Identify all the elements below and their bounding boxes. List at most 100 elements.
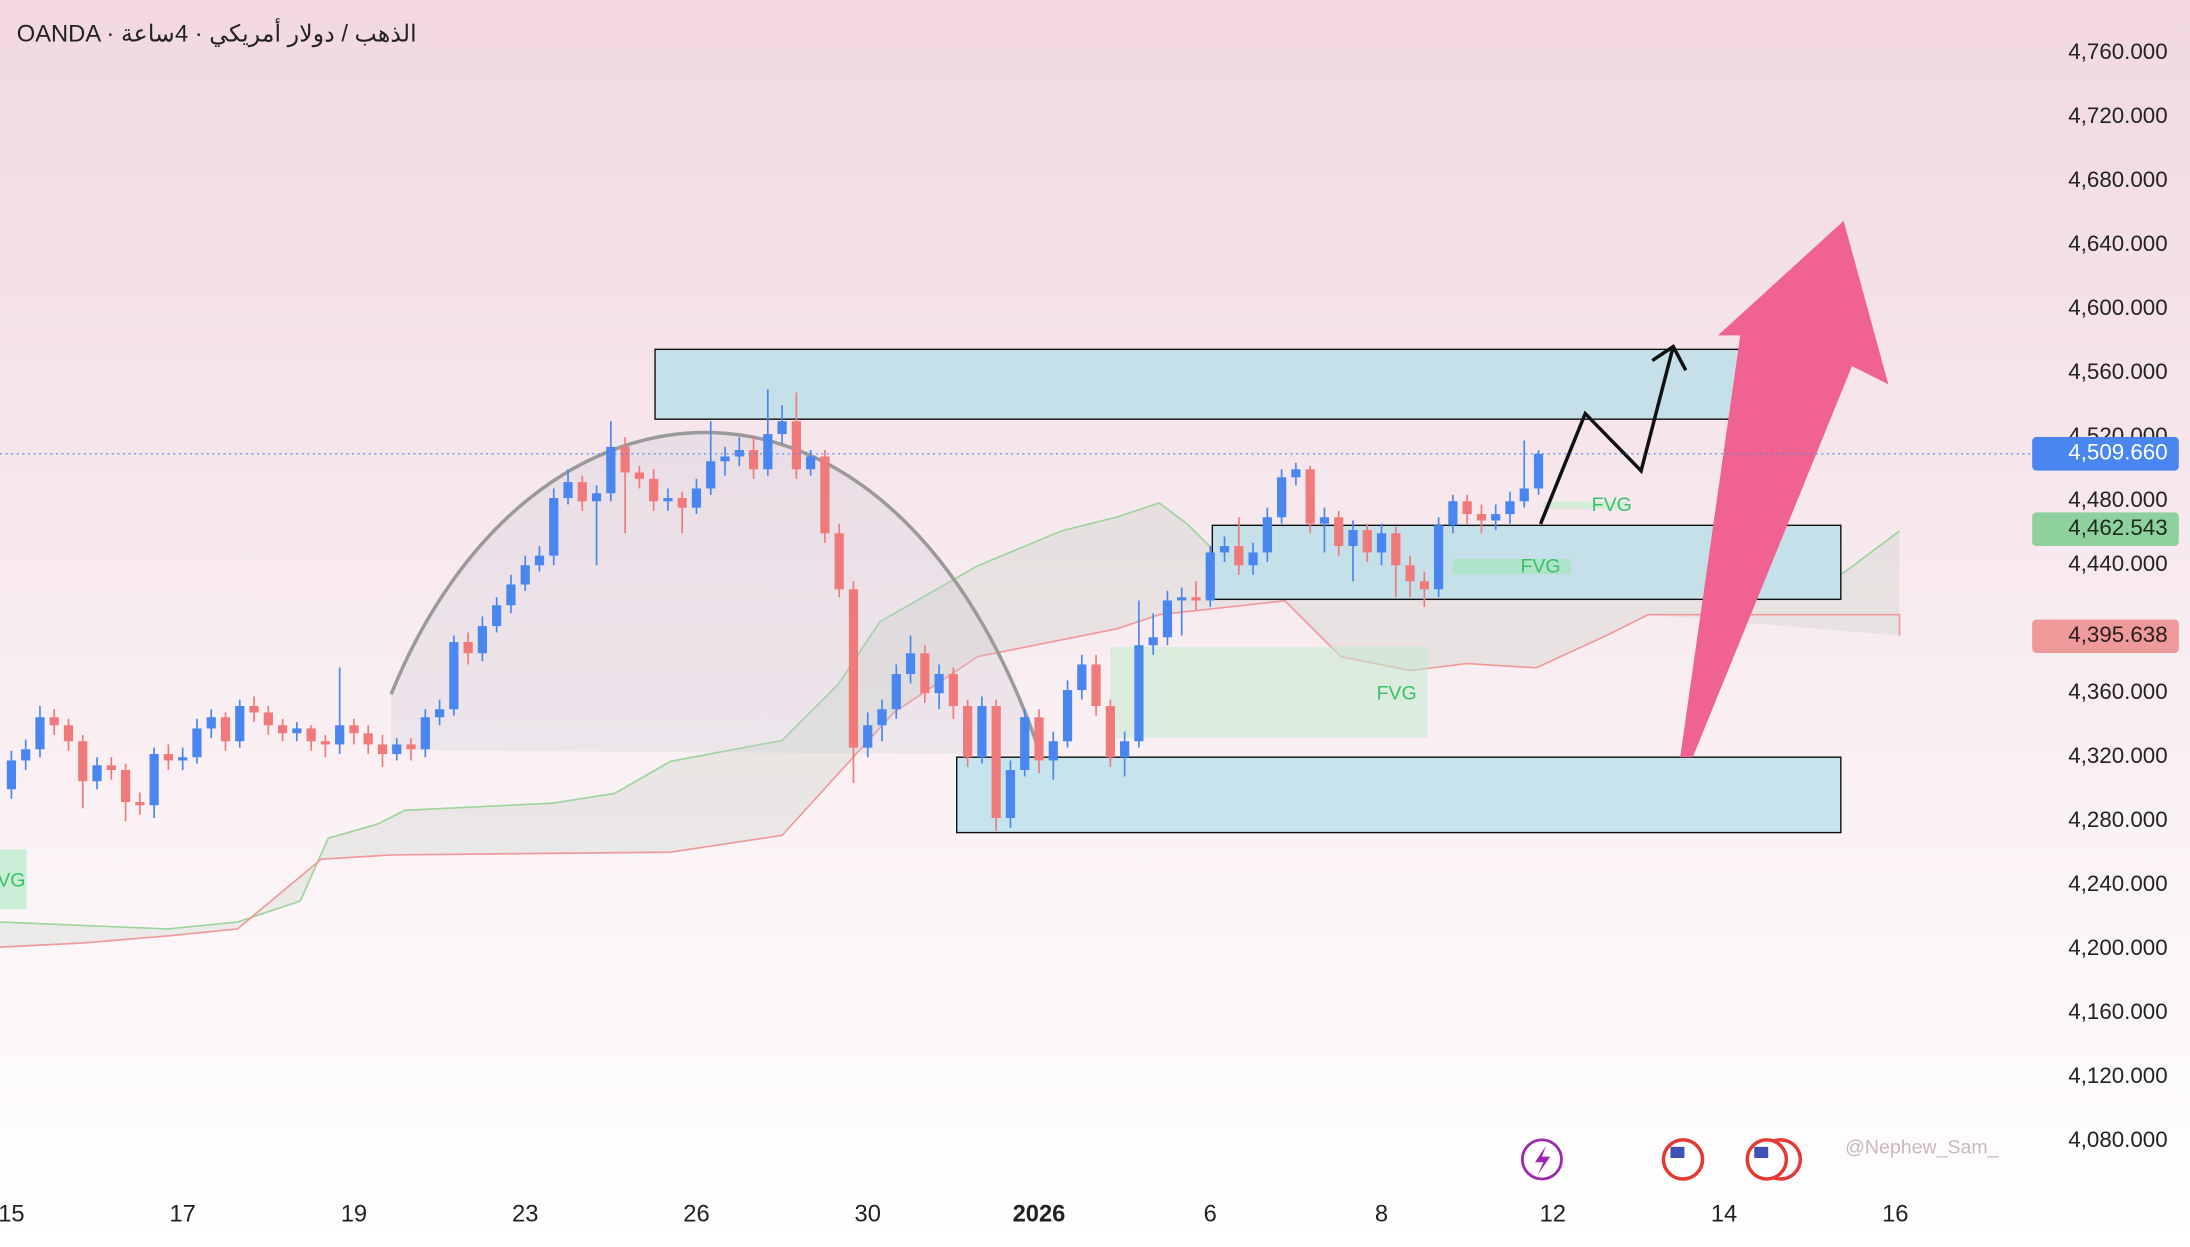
- candle-body: [249, 706, 259, 713]
- y-tick-label: 4,280.000: [2068, 807, 2167, 832]
- candle-body: [235, 706, 245, 742]
- cloud-span-b: [0, 599, 1901, 948]
- candle-body: [634, 472, 644, 479]
- candle-body: [706, 461, 716, 489]
- candle-body: [1205, 552, 1215, 601]
- y-tick-label: 4,160.000: [2068, 999, 2167, 1024]
- candle-body: [748, 450, 759, 470]
- candle-body: [1334, 517, 1344, 547]
- candle-body: [1277, 477, 1287, 518]
- candle-body: [335, 725, 345, 745]
- candle-body: [1191, 597, 1201, 601]
- fvg-zone: [1110, 646, 1428, 738]
- y-tick-label: 4,480.000: [2068, 487, 2167, 512]
- x-tick-label: 26: [683, 1202, 709, 1228]
- x-tick-label: 15: [0, 1202, 25, 1228]
- y-tick-label: 4,440.000: [2068, 551, 2167, 576]
- candle-body: [1376, 533, 1387, 553]
- candle-body: [492, 605, 502, 627]
- y-tick-label: 4,680.000: [2068, 167, 2167, 192]
- candle-body: [1405, 565, 1415, 582]
- price-label-box: [2032, 619, 2179, 653]
- y-tick-label: 4,120.000: [2068, 1063, 2167, 1088]
- candle-body: [1005, 770, 1016, 819]
- candle-body: [1177, 597, 1187, 601]
- candle-body: [392, 744, 402, 755]
- candle-body: [434, 709, 445, 718]
- candle-body: [1234, 546, 1244, 566]
- candle-body: [1434, 525, 1444, 590]
- candle-body: [306, 728, 316, 742]
- candle-body: [1476, 514, 1487, 521]
- candle-body: [506, 584, 516, 606]
- candle-body: [277, 725, 288, 734]
- candle-body: [1519, 488, 1529, 502]
- candle-body: [1105, 706, 1115, 758]
- candle-body: [848, 589, 859, 748]
- candle-body: [720, 456, 730, 462]
- candle-body: [1419, 581, 1429, 590]
- fvg-zone: [1543, 501, 1628, 509]
- candle-body: [791, 421, 801, 470]
- candle-body: [1462, 501, 1472, 515]
- candle-body: [463, 642, 473, 654]
- candle-body: [263, 712, 273, 726]
- candle-body: [534, 555, 545, 566]
- x-tick-label: 14: [1711, 1202, 1737, 1228]
- candle-body: [663, 498, 673, 502]
- flag-icon: [1670, 1146, 1685, 1159]
- x-tick-label: 30: [855, 1202, 881, 1228]
- x-tick-label: 19: [341, 1202, 367, 1228]
- candle-body: [1219, 546, 1230, 553]
- candle-body: [192, 728, 202, 758]
- candle-body: [1077, 664, 1087, 691]
- candle-body: [763, 434, 773, 470]
- candle-body: [1448, 501, 1458, 526]
- candle-body: [1062, 690, 1073, 742]
- x-tick-label: 23: [512, 1202, 538, 1228]
- event-icon: [1534, 1145, 1551, 1175]
- candle-body: [120, 770, 131, 803]
- candle-body: [106, 765, 116, 771]
- candle-body: [35, 717, 45, 750]
- arrow: [1680, 220, 1889, 758]
- zone: [956, 756, 1842, 834]
- x-tick-label: 8: [1375, 1202, 1388, 1228]
- fvg-zone: [1452, 558, 1572, 575]
- cloud: [0, 502, 1900, 948]
- candle-body: [1162, 600, 1173, 638]
- candle-body: [1291, 469, 1301, 478]
- candle-body: [863, 725, 873, 748]
- candle-body: [991, 706, 1001, 819]
- x-tick-label: 17: [169, 1202, 195, 1228]
- candle-body: [977, 706, 987, 758]
- candle-body: [135, 802, 145, 806]
- candle-body: [1533, 453, 1544, 489]
- candle-body: [1091, 664, 1101, 707]
- candle-body: [1048, 741, 1058, 761]
- candle-body: [1391, 533, 1401, 566]
- arc: [389, 430, 1043, 755]
- fvg-label: FVG: [1377, 682, 1417, 704]
- price-label: 4,462.543: [2068, 515, 2167, 540]
- flag-icon: [1745, 1138, 1789, 1181]
- fvg-label: VG: [0, 870, 25, 892]
- price-label: 4,509.660: [2068, 440, 2167, 465]
- fvg-zone: [0, 849, 27, 910]
- watermark: @Nephew_Sam_: [1845, 1136, 2000, 1158]
- candle-body: [1305, 469, 1315, 524]
- x-tick-label: 2026: [1013, 1202, 1066, 1228]
- y-tick-label: 4,360.000: [2068, 679, 2167, 704]
- candle-body: [363, 733, 373, 745]
- projection-path: [1538, 344, 1688, 525]
- fvg-label: FVG: [1592, 494, 1632, 516]
- y-tick-label: 4,720.000: [2068, 103, 2167, 128]
- candle-body: [149, 754, 159, 806]
- candle-body: [520, 565, 530, 585]
- candle-body: [549, 498, 559, 556]
- price-label: 4,395.638: [2068, 622, 2167, 647]
- candle-body: [220, 717, 231, 742]
- candle-body: [1491, 514, 1501, 521]
